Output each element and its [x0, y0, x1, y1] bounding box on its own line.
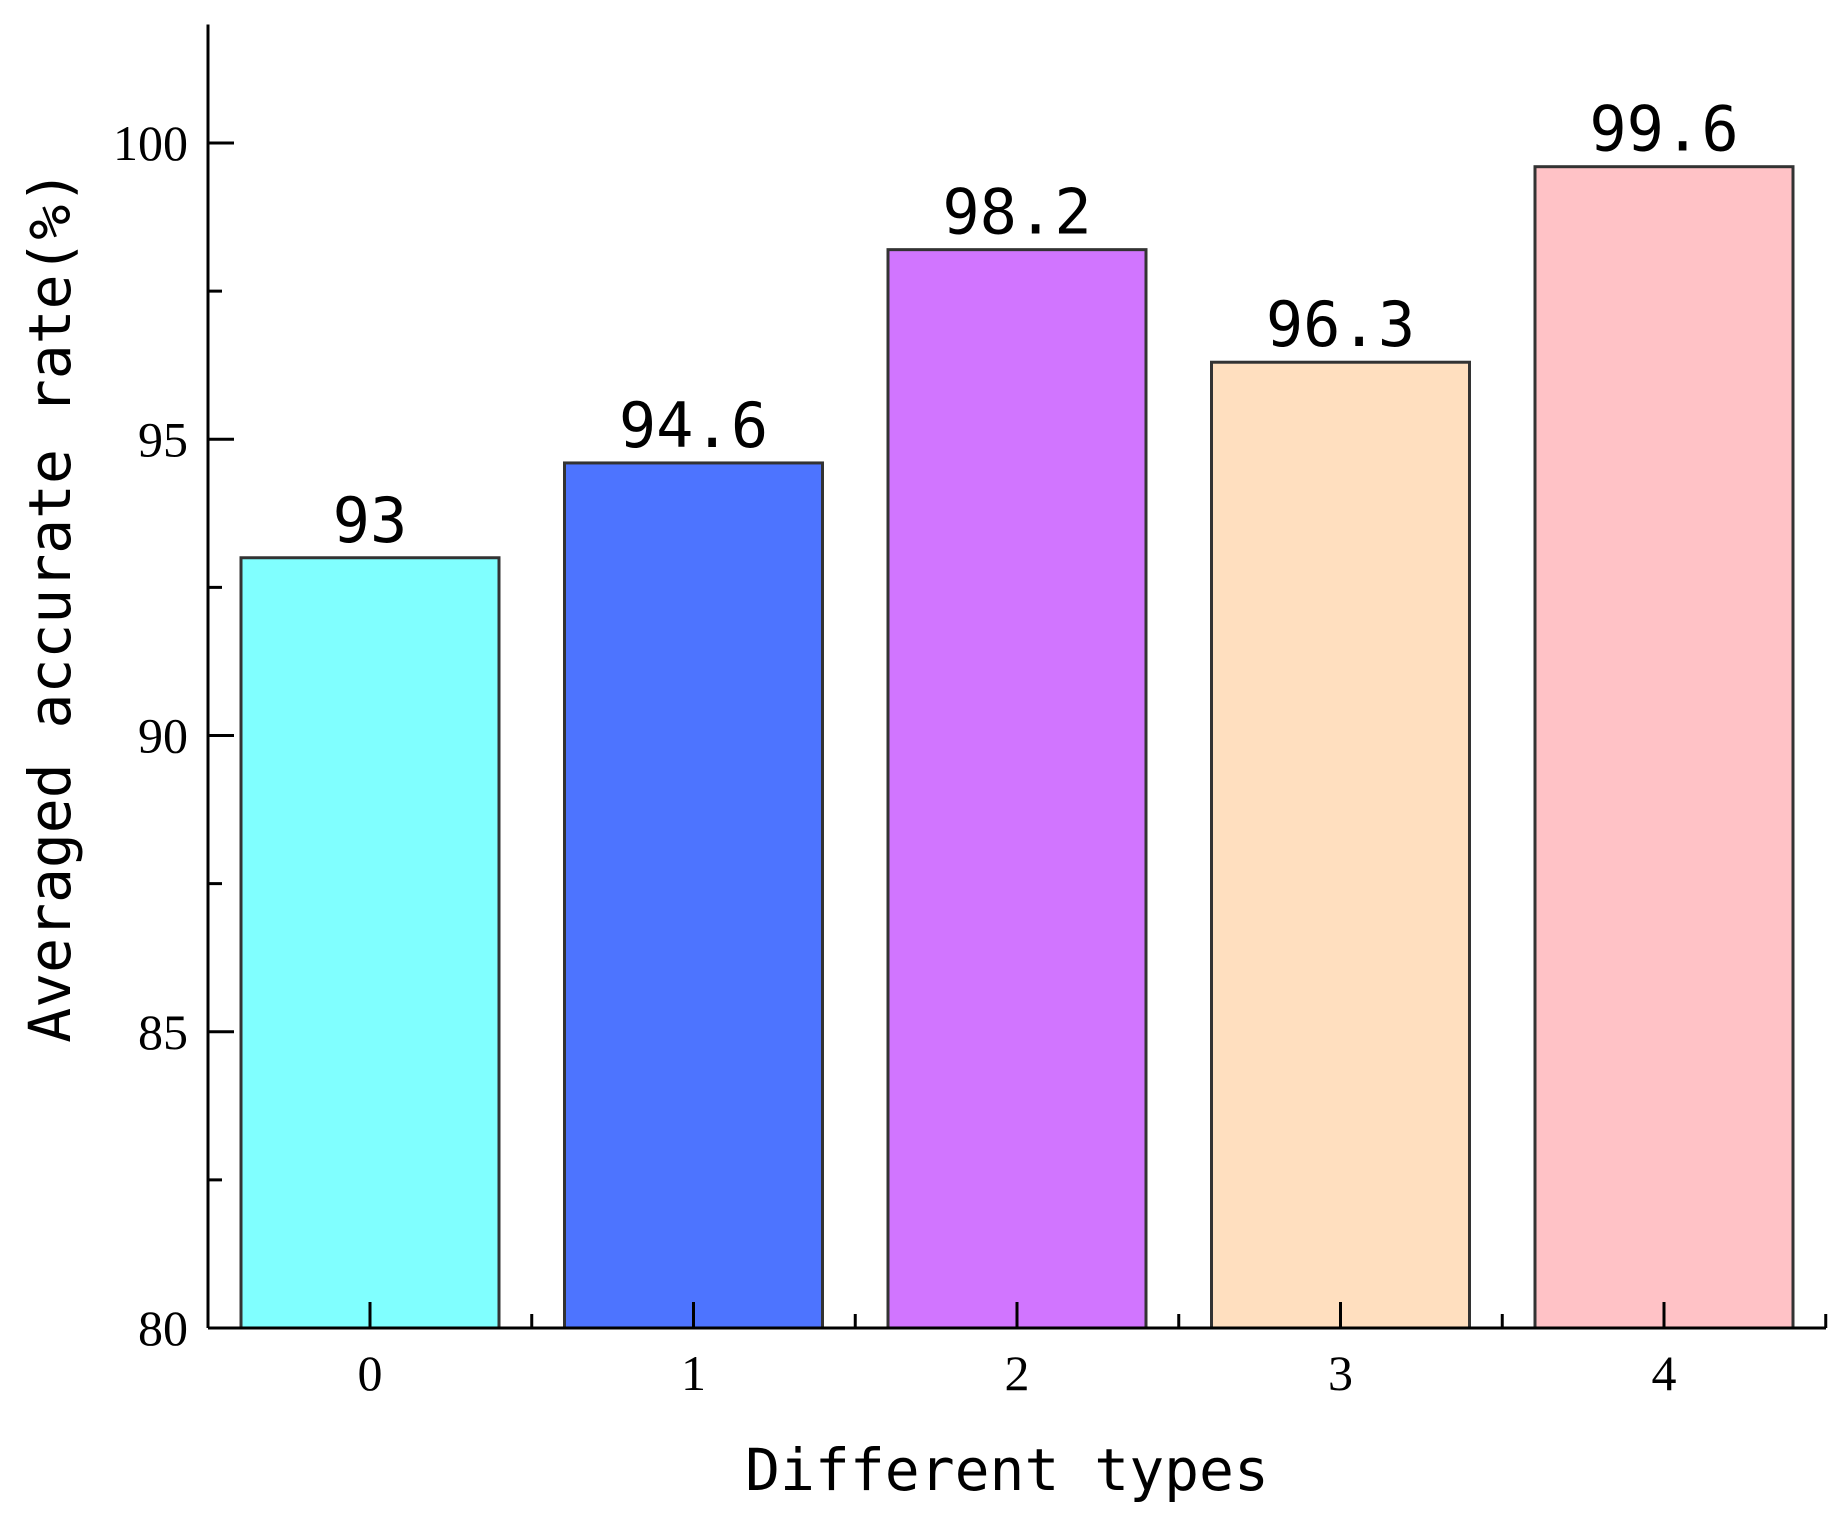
- y-tick-label-90: 90: [138, 708, 188, 764]
- bar-1: [563, 461, 824, 1330]
- value-label-2: 98.2: [942, 176, 1091, 249]
- x-tick-label-4: 4: [1652, 1345, 1677, 1401]
- value-label-1: 94.6: [619, 389, 768, 462]
- data-labels-layer: 93 94.6 98.2 96.3 99.6: [333, 93, 1739, 557]
- x-tick-label-3: 3: [1328, 1345, 1353, 1401]
- y-tick-label-80: 80: [138, 1300, 188, 1356]
- y-tick-label-95: 95: [138, 411, 188, 467]
- x-tick-label-2: 2: [1005, 1345, 1030, 1401]
- x-axis-title: Different types: [745, 1436, 1269, 1504]
- value-label-3: 96.3: [1266, 288, 1415, 361]
- value-label-0: 93: [333, 484, 408, 557]
- bars-layer: [239, 165, 1795, 1330]
- y-tick-label-100: 100: [113, 115, 188, 171]
- y-axis-title: Averaged accurate rate(%): [16, 170, 84, 1043]
- y-tick-label-85: 85: [138, 1004, 188, 1060]
- bar-4: [1533, 165, 1795, 1330]
- value-label-4: 99.6: [1589, 93, 1738, 166]
- ticks-layer: 80 85 90 95 100 0 1 2 3 4: [113, 115, 1828, 1401]
- bar-2: [886, 248, 1148, 1330]
- bar-0: [239, 556, 501, 1330]
- x-tick-label-1: 1: [681, 1345, 706, 1401]
- x-tick-label-0: 0: [358, 1345, 383, 1401]
- bar-3: [1210, 360, 1471, 1330]
